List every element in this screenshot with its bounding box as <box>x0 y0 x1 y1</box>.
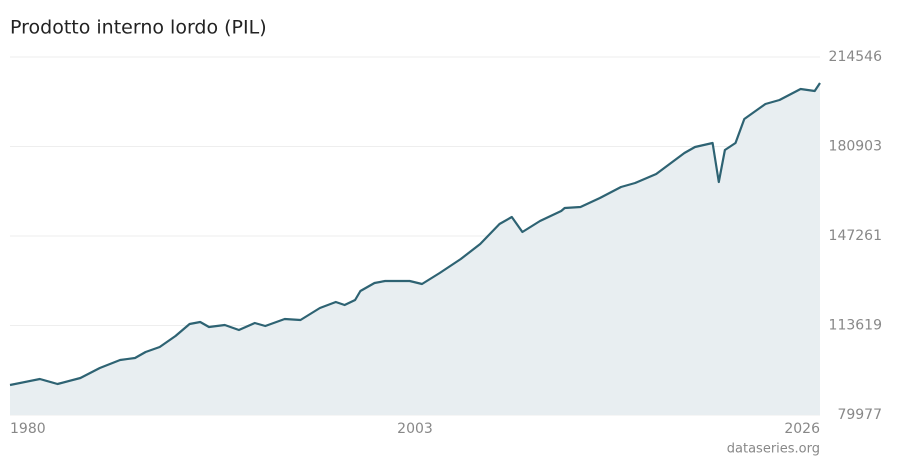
source: dataseries.org <box>727 442 820 457</box>
y-tick-label: 214546 <box>829 49 883 65</box>
y-tick-label: 113619 <box>829 318 882 334</box>
x-tick-label: 2003 <box>397 421 433 437</box>
y-tick-label: 180903 <box>829 139 882 155</box>
area <box>10 83 820 415</box>
line <box>9 82 821 387</box>
y-tick-label: 147261 <box>829 228 882 244</box>
x-tick-label: 2026 <box>784 421 820 437</box>
x-tick-label: 1980 <box>10 421 46 437</box>
chart-title: Prodotto interno lordo (PIL) <box>10 17 267 39</box>
y-tick-label: 79977 <box>837 407 882 423</box>
